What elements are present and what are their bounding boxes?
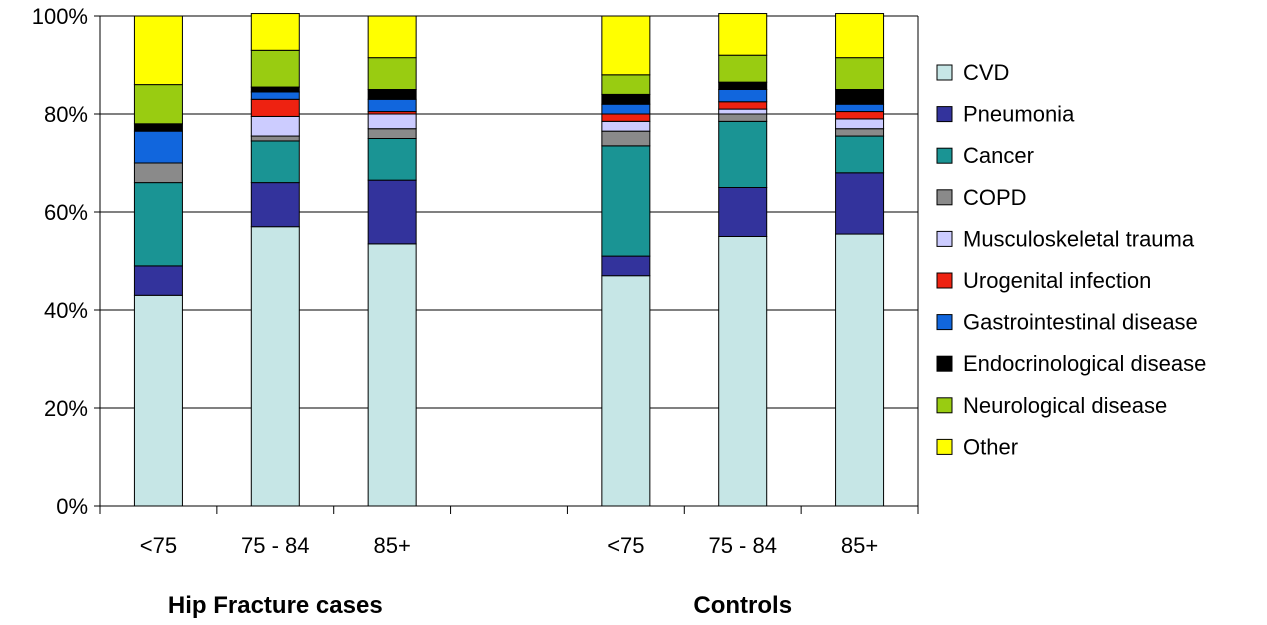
bar-segment-neurological-disease bbox=[133, 84, 183, 125]
bar-segment-endocrinological-disease bbox=[835, 89, 885, 105]
bar-segment-gastrointestinal-disease bbox=[367, 98, 417, 113]
bar-segment-cvd bbox=[250, 226, 300, 507]
legend-label: COPD bbox=[963, 185, 1027, 210]
bar-segment-pneumonia bbox=[133, 265, 183, 296]
bar-segment-pneumonia bbox=[367, 179, 417, 245]
bar-segment-cvd bbox=[835, 233, 885, 507]
bar-segment-cancer bbox=[718, 120, 768, 188]
x-category-label: 75 - 84 bbox=[708, 533, 777, 558]
gridlines bbox=[100, 15, 918, 409]
bar-segment-urogenital-infection bbox=[601, 113, 651, 122]
bar-segment-pneumonia bbox=[250, 182, 300, 228]
x-category-label: 85+ bbox=[373, 533, 410, 558]
bar-segment-cvd bbox=[718, 236, 768, 507]
bar-segment-endocrinological-disease bbox=[250, 86, 300, 93]
legend-swatch bbox=[936, 397, 953, 414]
legend-swatch bbox=[936, 355, 953, 372]
bar-segment-cancer bbox=[601, 145, 651, 257]
bar-segment-cancer bbox=[133, 182, 183, 267]
legend-label: Other bbox=[963, 434, 1018, 459]
bar-segment-cvd bbox=[367, 243, 417, 507]
legend-label: Urogenital infection bbox=[963, 268, 1151, 293]
y-tick-label: 80% bbox=[44, 102, 88, 127]
bar-segment-cvd bbox=[133, 294, 183, 507]
bar-segment-neurological-disease bbox=[601, 74, 651, 95]
bar-segment-musculoskeletal-trauma bbox=[250, 115, 300, 137]
legend-label: CVD bbox=[963, 60, 1009, 85]
bar-segment-pneumonia bbox=[718, 187, 768, 237]
y-axis-ticks: 0% 20% 40% 60% 80% 100% bbox=[32, 4, 88, 519]
bar-segment-copd bbox=[133, 162, 183, 184]
bar-segment-cancer bbox=[835, 135, 885, 174]
y-tick-label: 40% bbox=[44, 298, 88, 323]
legend-label: Endocrinological disease bbox=[963, 351, 1206, 376]
bar-segment-copd bbox=[250, 135, 300, 142]
bar-segment-endocrinological-disease bbox=[718, 81, 768, 91]
bar-segment-pneumonia bbox=[601, 255, 651, 277]
bar-segment-copd bbox=[367, 128, 417, 139]
y-tick-label: 100% bbox=[32, 4, 88, 29]
bar-segment-musculoskeletal-trauma bbox=[367, 113, 417, 130]
bar-segment-other bbox=[601, 15, 651, 76]
bar-segment-urogenital-infection bbox=[718, 101, 768, 110]
legend-swatch bbox=[936, 189, 953, 206]
bar-segment-neurological-disease bbox=[367, 57, 417, 91]
x-axis-labels: <75 75 - 84 85+ <75 75 - 84 85+ bbox=[140, 533, 878, 558]
legend-swatch bbox=[936, 272, 953, 289]
legend-label: Cancer bbox=[963, 143, 1034, 168]
x-category-label: 85+ bbox=[841, 533, 878, 558]
legend-label: Neurological disease bbox=[963, 393, 1167, 418]
bar-segment-other bbox=[250, 13, 300, 51]
bar-segment-endocrinological-disease bbox=[367, 89, 417, 100]
x-category-label: <75 bbox=[140, 533, 177, 558]
y-tick-label: 60% bbox=[44, 200, 88, 225]
bar-segment-cancer bbox=[367, 138, 417, 181]
legend-swatch bbox=[936, 438, 953, 455]
bar-segment-musculoskeletal-trauma bbox=[601, 120, 651, 132]
bar-segment-endocrinological-disease bbox=[601, 93, 651, 105]
bar-segment-pneumonia bbox=[835, 172, 885, 235]
bar-segment-urogenital-infection bbox=[250, 98, 300, 117]
bar-segment-musculoskeletal-trauma bbox=[835, 118, 885, 130]
bar-segment-copd bbox=[601, 130, 651, 147]
bar-segment-urogenital-infection bbox=[835, 111, 885, 120]
legend-swatch bbox=[936, 64, 953, 81]
legend-swatch bbox=[936, 314, 953, 331]
axes bbox=[94, 15, 919, 514]
bar-segment-musculoskeletal-trauma bbox=[718, 108, 768, 115]
legend: CVD Pneumonia Cancer COPD Musculoskeletal tr… bbox=[936, 60, 1206, 459]
bar-segment-cvd bbox=[601, 275, 651, 507]
bar-segment-gastrointestinal-disease bbox=[133, 130, 183, 164]
bar-segment-gastrointestinal-disease bbox=[250, 91, 300, 100]
legend-swatch bbox=[936, 106, 953, 123]
bar-segment-gastrointestinal-disease bbox=[601, 103, 651, 115]
bar-segment-other bbox=[835, 13, 885, 59]
group-labels: Hip Fracture cases Controls bbox=[168, 592, 792, 619]
bars bbox=[133, 13, 885, 507]
group-label: Hip Fracture cases bbox=[168, 592, 383, 619]
bar-segment-copd bbox=[835, 128, 885, 137]
bar-segment-cancer bbox=[250, 140, 300, 184]
legend-swatch bbox=[936, 230, 953, 247]
group-label: Controls bbox=[693, 592, 792, 619]
bar-segment-copd bbox=[718, 113, 768, 122]
bar-segment-endocrinological-disease bbox=[133, 123, 183, 132]
x-category-label: <75 bbox=[607, 533, 644, 558]
bar-segment-other bbox=[718, 13, 768, 56]
y-tick-label: 20% bbox=[44, 396, 88, 421]
bar-segment-neurological-disease bbox=[835, 57, 885, 91]
x-category-label: 75 - 84 bbox=[241, 533, 310, 558]
bar-segment-other bbox=[133, 15, 183, 86]
bar-segment-gastrointestinal-disease bbox=[835, 103, 885, 113]
bar-segment-other bbox=[367, 15, 417, 59]
bar-segment-gastrointestinal-disease bbox=[718, 89, 768, 103]
bar-segment-neurological-disease bbox=[718, 54, 768, 83]
legend-label: Gastrointestinal disease bbox=[963, 310, 1198, 335]
legend-label: Pneumonia bbox=[963, 102, 1075, 127]
legend-swatch bbox=[936, 147, 953, 164]
bar-segment-neurological-disease bbox=[250, 49, 300, 88]
legend-label: Musculoskeletal trauma bbox=[963, 226, 1195, 251]
y-tick-label: 0% bbox=[56, 494, 88, 519]
